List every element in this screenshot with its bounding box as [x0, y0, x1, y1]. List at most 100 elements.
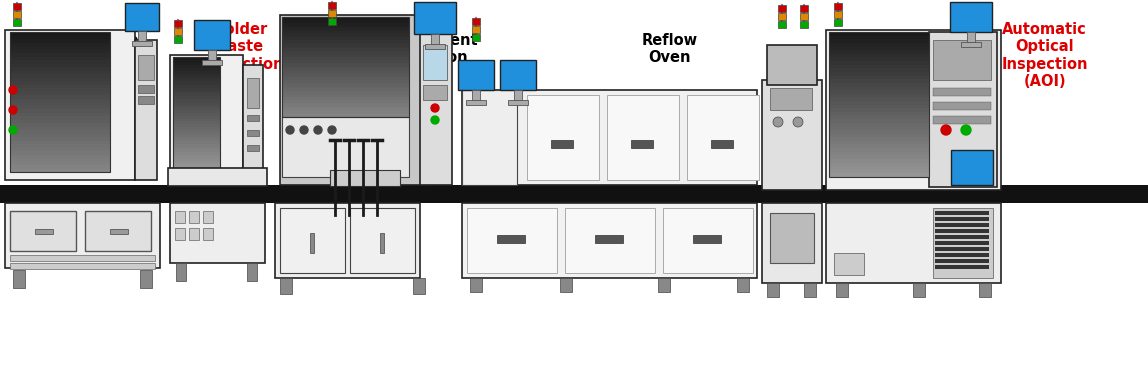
Bar	[560, 278, 572, 292]
Bar	[829, 152, 929, 156]
Text: Reflow
Oven: Reflow Oven	[642, 33, 697, 66]
Bar	[34, 229, 53, 234]
Bar	[280, 15, 430, 185]
Bar	[282, 86, 409, 89]
Bar	[173, 144, 220, 147]
Bar	[778, 21, 786, 28]
Bar	[467, 208, 557, 273]
Bar	[829, 163, 929, 167]
Circle shape	[9, 106, 17, 114]
Bar	[85, 211, 152, 251]
Bar	[10, 92, 110, 96]
Bar	[472, 18, 480, 25]
Bar	[173, 132, 220, 136]
Bar	[10, 71, 110, 75]
Bar	[933, 88, 991, 96]
Bar	[140, 270, 152, 288]
Bar	[829, 134, 929, 138]
Circle shape	[286, 126, 294, 134]
Bar	[829, 97, 929, 101]
Bar	[173, 152, 220, 156]
Circle shape	[300, 126, 308, 134]
Bar	[10, 42, 110, 46]
Bar	[829, 115, 929, 120]
Bar	[829, 39, 929, 44]
Bar	[10, 158, 110, 162]
Bar	[173, 141, 220, 144]
Bar	[170, 203, 265, 263]
Bar	[829, 101, 929, 105]
Bar	[350, 208, 414, 273]
Bar	[282, 89, 409, 92]
Bar	[10, 151, 110, 155]
Bar	[174, 228, 185, 240]
Bar	[10, 74, 110, 78]
Bar	[829, 46, 929, 51]
Bar	[497, 235, 525, 243]
Bar	[282, 40, 409, 43]
Bar	[282, 117, 409, 177]
Bar	[173, 99, 220, 102]
Bar	[173, 102, 220, 105]
Bar	[934, 223, 988, 227]
Bar	[10, 53, 110, 57]
Bar	[10, 134, 110, 138]
Bar	[933, 40, 991, 80]
Bar	[934, 229, 988, 233]
Bar	[10, 112, 110, 116]
Bar	[282, 17, 409, 117]
Bar	[173, 135, 220, 139]
Bar	[173, 76, 220, 80]
Circle shape	[328, 126, 336, 134]
Bar	[829, 57, 929, 61]
Bar	[173, 163, 220, 167]
Bar	[282, 48, 409, 52]
Bar	[174, 20, 183, 27]
Bar	[762, 80, 822, 190]
Bar	[829, 130, 929, 134]
Bar	[173, 105, 220, 108]
Bar	[934, 235, 988, 239]
Bar	[10, 85, 110, 89]
Bar	[829, 61, 929, 65]
Bar	[829, 123, 929, 127]
Circle shape	[430, 116, 439, 124]
Bar	[282, 97, 409, 100]
Bar	[247, 263, 257, 281]
Bar	[189, 211, 199, 223]
Bar	[827, 203, 1001, 283]
Bar	[10, 81, 110, 85]
Bar	[282, 111, 409, 115]
Bar	[282, 77, 409, 81]
Bar	[173, 60, 220, 63]
Bar	[470, 278, 482, 292]
Bar	[913, 283, 925, 297]
Bar	[173, 158, 220, 161]
Bar	[10, 137, 110, 141]
Bar	[10, 127, 110, 131]
Bar	[829, 83, 929, 87]
Bar	[282, 80, 409, 83]
Bar	[173, 130, 220, 133]
Bar	[829, 79, 929, 83]
Bar	[767, 283, 779, 297]
Bar	[135, 40, 157, 180]
Bar	[461, 203, 757, 278]
Bar	[282, 23, 409, 26]
Bar	[631, 140, 653, 148]
Bar	[138, 55, 154, 80]
Bar	[10, 168, 110, 172]
Bar	[10, 78, 110, 82]
Bar	[10, 165, 110, 169]
Bar	[829, 173, 929, 178]
Bar	[173, 63, 220, 66]
Bar	[282, 57, 409, 60]
Bar	[829, 148, 929, 152]
Bar	[173, 119, 220, 122]
Bar	[5, 203, 160, 268]
Bar	[282, 20, 409, 23]
Bar	[247, 115, 259, 121]
Bar	[422, 85, 447, 100]
Bar	[173, 68, 220, 71]
Bar	[836, 283, 848, 297]
